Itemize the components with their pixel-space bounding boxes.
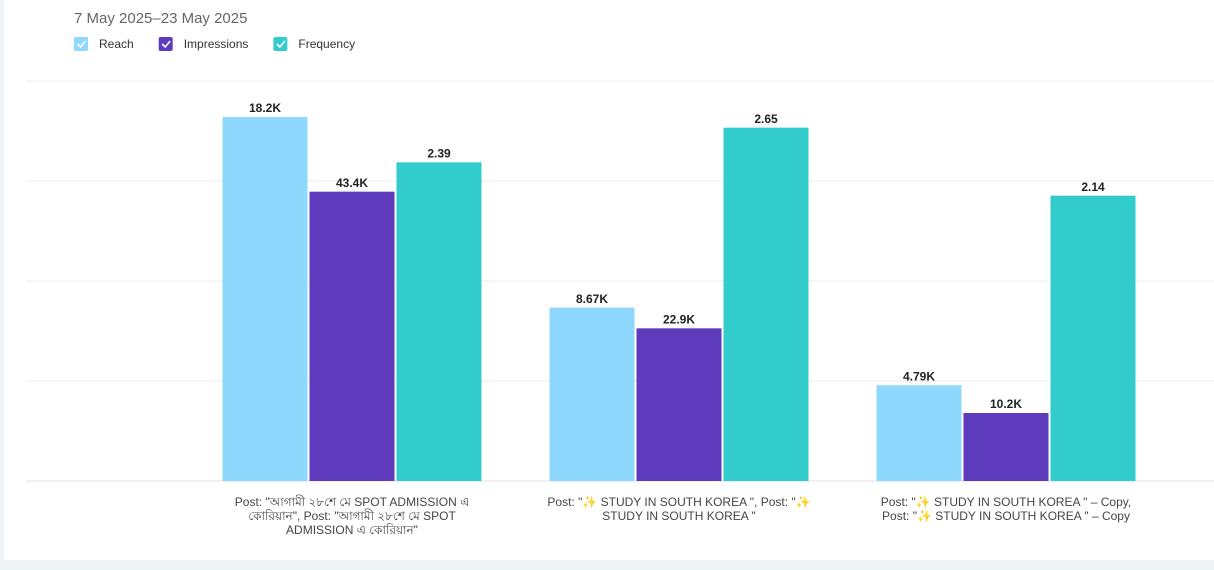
x-tick-label: Post: "✨ STUDY IN SOUTH KOREA ", Post: "… bbox=[547, 495, 811, 523]
bar bbox=[963, 413, 1049, 481]
data-label: 22.9K bbox=[663, 313, 695, 327]
bar bbox=[636, 328, 722, 481]
bar bbox=[222, 117, 308, 481]
legend-label: Reach bbox=[99, 37, 134, 51]
bar bbox=[549, 307, 635, 481]
legend-check bbox=[276, 40, 286, 49]
bar bbox=[876, 385, 962, 481]
legend-item[interactable]: Impressions bbox=[158, 37, 249, 51]
legend-checkbox bbox=[74, 37, 88, 51]
chart-title: 7 May 2025–23 May 2025 bbox=[74, 10, 247, 27]
data-label: 43.4K bbox=[336, 176, 368, 190]
x-tick-label: Post: "✨ STUDY IN SOUTH KOREA " – Copy, … bbox=[880, 495, 1132, 523]
data-label: 8.67K bbox=[576, 292, 608, 306]
legend-checkbox bbox=[273, 37, 288, 51]
bar bbox=[1050, 195, 1136, 481]
legend-label: Frequency bbox=[298, 37, 355, 51]
legend-item[interactable]: Reach bbox=[74, 37, 134, 51]
data-label: 4.79K bbox=[903, 369, 935, 383]
legend-item[interactable]: Frequency bbox=[273, 37, 355, 51]
data-label: 18.2K bbox=[249, 101, 281, 115]
x-tick-label: Post: "আগামী ২৮শে মে SPOT ADMISSION এ কো… bbox=[234, 495, 470, 537]
data-label: 2.65 bbox=[754, 112, 778, 126]
legend-checkbox bbox=[158, 37, 173, 51]
bar bbox=[396, 162, 482, 482]
data-label: 2.39 bbox=[427, 147, 451, 161]
legend-label: Impressions bbox=[184, 37, 249, 51]
bar bbox=[309, 191, 395, 481]
legend-check bbox=[161, 40, 171, 49]
data-label: 10.2K bbox=[990, 397, 1022, 411]
bar bbox=[723, 127, 809, 482]
legend-check bbox=[76, 40, 87, 49]
data-label: 2.14 bbox=[1081, 180, 1105, 194]
